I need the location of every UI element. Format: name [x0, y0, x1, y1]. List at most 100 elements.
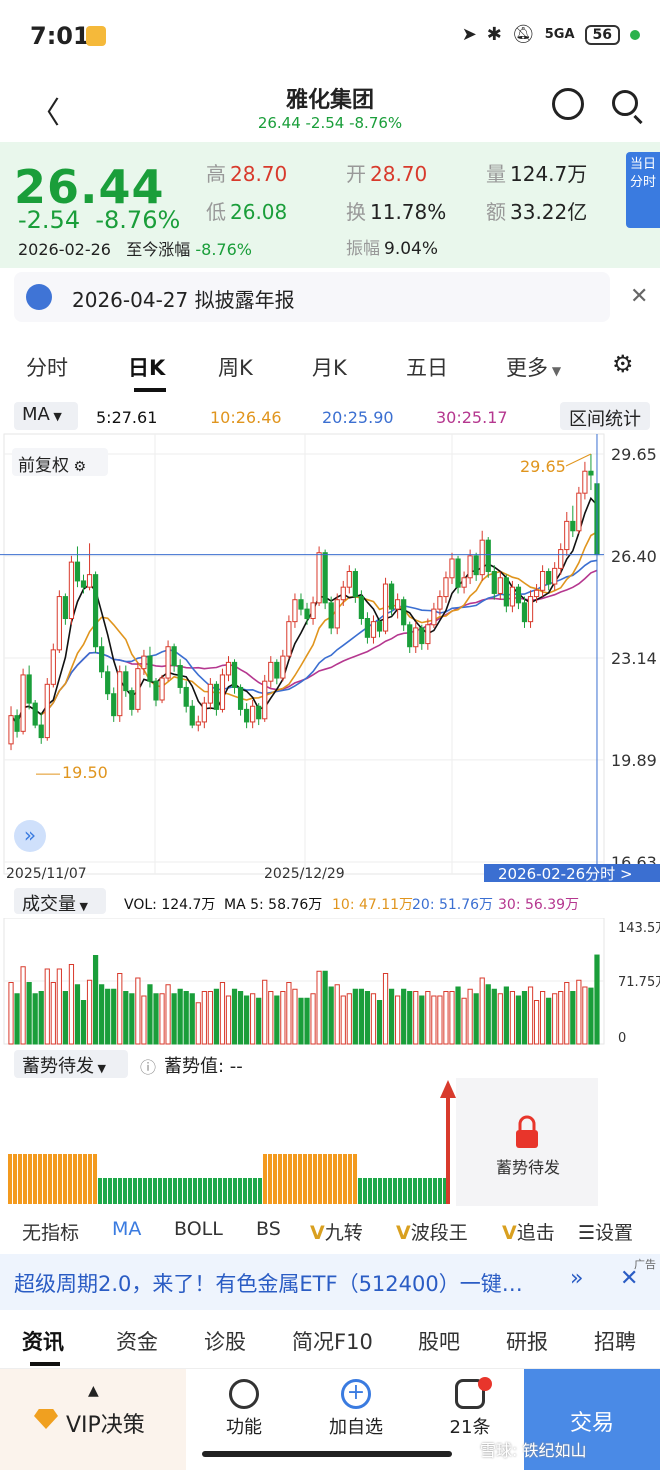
trade-button[interactable]: 交易: [524, 1369, 660, 1470]
tab-diagnose[interactable]: 诊股: [204, 1330, 246, 1354]
tab-weekly-k[interactable]: 周K: [218, 356, 253, 380]
indicator-selector[interactable]: 蓄势待发 ▼: [14, 1050, 128, 1078]
vip-decision-button[interactable]: ▲ VIP决策: [0, 1369, 186, 1470]
ytd-value: -8.76%: [195, 240, 252, 259]
candle: [237, 684, 244, 716]
candle: [328, 596, 334, 635]
indicator-bar: [338, 1154, 342, 1204]
candle: [38, 712, 44, 744]
tab-research[interactable]: 研报: [506, 1330, 548, 1354]
tab-daily-k[interactable]: 日K: [128, 356, 166, 380]
candle: [491, 565, 497, 600]
quote-date-line: 2026-02-26 至今涨幅 -8.76%: [18, 236, 252, 260]
active-tab-indicator: [30, 1362, 60, 1366]
tab-forum[interactable]: 股吧: [418, 1330, 460, 1354]
indicator-chart: [8, 1078, 598, 1206]
volume-bar: [479, 977, 485, 1045]
cube-icon: [229, 1379, 259, 1409]
notification-badge: [478, 1377, 492, 1391]
candle: [527, 590, 534, 628]
candle: [292, 593, 298, 628]
candle: [8, 706, 14, 751]
function-button[interactable]: 功能: [194, 1379, 294, 1439]
tab-five-day[interactable]: 五日: [406, 356, 448, 380]
indicator-bar: [363, 1178, 367, 1204]
tab-bs[interactable]: BS: [256, 1218, 281, 1240]
expand-icon[interactable]: »: [14, 820, 46, 852]
ask-button[interactable]: 21条: [420, 1379, 520, 1439]
watermark: 雪球: 铁纪如山: [480, 1441, 587, 1460]
volume-bar: [401, 988, 407, 1045]
quote-date: 2026-02-26: [18, 240, 111, 259]
volume-bar: [358, 988, 365, 1045]
tab-chase[interactable]: V追击: [502, 1222, 555, 1244]
volume-bar: [533, 1000, 540, 1045]
double-chevron-icon[interactable]: »: [570, 1266, 584, 1291]
indicator-bar: [398, 1178, 402, 1204]
volume-bar: [50, 982, 56, 1045]
notice-banner[interactable]: 2026-04-27 拟披露年报: [14, 272, 610, 322]
tab-boll[interactable]: BOLL: [174, 1218, 223, 1240]
close-icon[interactable]: ✕: [630, 284, 649, 309]
candle: [56, 590, 62, 653]
volume-bar: [449, 991, 455, 1045]
tab-band-king[interactable]: V波段王: [396, 1222, 468, 1244]
status-bar: 7:01 ➤ ✱ 🔕︎ 5GA 56: [0, 0, 660, 72]
ad-banner[interactable]: 超级周期2.0，来了！有色金属ETF（512400）一键… » ✕ 广告: [0, 1254, 660, 1310]
tab-jobs[interactable]: 招聘: [594, 1330, 636, 1354]
indicator-bar: [438, 1178, 442, 1204]
volume-bar: [268, 991, 274, 1045]
candle: [431, 602, 437, 628]
volume-bar: [20, 966, 26, 1045]
tab-fund[interactable]: 资金: [116, 1330, 158, 1354]
volume-bar: [183, 991, 189, 1045]
v-icon: V: [310, 1222, 325, 1244]
status-icons: ➤ ✱ 🔕︎ 5GA 56: [462, 24, 640, 45]
volume-bar: [419, 995, 425, 1045]
range-stats-button[interactable]: 区间统计: [560, 402, 650, 430]
tab-no-indicator[interactable]: 无指标: [22, 1222, 80, 1244]
home-indicator: [202, 1451, 452, 1457]
volume-chart[interactable]: 143.5万 71.75万 0: [0, 918, 660, 1048]
tab-more[interactable]: 更多 ▼: [506, 356, 562, 380]
ma-selector[interactable]: MA ▼: [14, 402, 78, 430]
close-icon[interactable]: ✕: [620, 1266, 639, 1291]
refresh-icon[interactable]: [552, 88, 584, 120]
tab-intraday[interactable]: 分时: [26, 356, 68, 380]
candle: [80, 574, 87, 594]
gear-icon[interactable]: ⚙: [612, 350, 634, 378]
candle: [117, 665, 123, 722]
info-icon[interactable]: ⓘ: [140, 1058, 157, 1077]
x-tick-label: 2025/12/29: [264, 866, 345, 882]
volume-bar: [491, 988, 497, 1045]
back-icon[interactable]: 〈: [30, 96, 60, 131]
candle: [364, 612, 371, 644]
diamond-icon: [34, 1409, 58, 1429]
intraday-side-tab[interactable]: 当日分时: [626, 152, 660, 228]
adjust-selector[interactable]: 前复权 ⚙: [12, 448, 108, 476]
news-tabs: 资讯 资金 诊股 简况F10 股吧 研报 招聘: [0, 1318, 660, 1368]
ma10-value: 10:26.46: [210, 408, 282, 427]
add-watchlist-button[interactable]: + 加自选: [329, 1379, 383, 1438]
tab-settings[interactable]: ☰设置: [578, 1218, 634, 1245]
volume-bar: [437, 995, 443, 1045]
volume-bar: [141, 995, 147, 1045]
tab-f10[interactable]: 简况F10: [292, 1330, 373, 1354]
candle: [437, 590, 443, 616]
candle: [195, 715, 201, 732]
last-price: 26.44: [14, 160, 165, 214]
volume-bar: [310, 993, 316, 1045]
tab-monthly-k[interactable]: 月K: [312, 356, 347, 380]
settings-icon: ☰: [578, 1222, 596, 1244]
indicator-bar: [213, 1178, 217, 1204]
indicator-bar: [123, 1178, 127, 1204]
search-icon[interactable]: [612, 90, 638, 116]
tab-ma[interactable]: MA: [112, 1218, 142, 1240]
volume-y-tick: 0: [618, 1031, 626, 1046]
indicator-bar: [358, 1178, 362, 1204]
owl-icon: [26, 284, 52, 310]
tab-nine-turn[interactable]: V九转: [310, 1222, 363, 1244]
tab-news[interactable]: 资讯: [22, 1330, 64, 1354]
volume-selector[interactable]: 成交量 ▼: [14, 888, 106, 915]
